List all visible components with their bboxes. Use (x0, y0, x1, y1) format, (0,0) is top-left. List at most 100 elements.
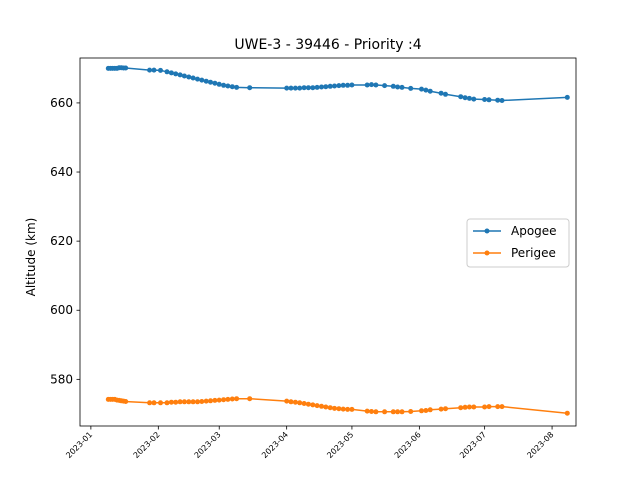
data-point-apogee (336, 83, 342, 89)
data-point-apogee (147, 67, 153, 73)
data-point-apogee (419, 86, 424, 92)
data-point-perigee (349, 406, 355, 412)
data-point-perigee (168, 399, 174, 405)
data-point-perigee (382, 409, 388, 415)
data-point-perigee (173, 399, 179, 405)
data-point-perigee (158, 400, 163, 406)
data-point-perigee (423, 408, 429, 413)
y-tick-label: 660 (50, 96, 73, 110)
data-point-apogee (373, 82, 379, 88)
data-point-apogee (123, 65, 129, 71)
y-tick-label: 640 (50, 165, 73, 179)
data-point-apogee (292, 85, 298, 91)
data-point-apogee (186, 74, 192, 80)
data-point-perigee (399, 409, 405, 415)
data-point-perigee (345, 406, 351, 412)
data-point-perigee (327, 405, 333, 411)
data-point-apogee (310, 85, 316, 91)
data-point-apogee (499, 98, 505, 103)
data-point-apogee (495, 97, 501, 103)
data-point-apogee (173, 71, 179, 77)
chart-title: UWE-3 - 39446 - Priority :4 (234, 37, 421, 53)
data-point-apogee (408, 85, 414, 91)
legend: Apogee Perigee (466, 218, 570, 268)
data-point-perigee (336, 406, 342, 412)
x-tick-label: 2023-01 (64, 430, 94, 460)
data-point-perigee (247, 396, 253, 402)
data-point-apogee (190, 75, 196, 81)
data-point-perigee (288, 399, 294, 405)
data-point-apogee (195, 76, 200, 82)
data-point-perigee (495, 404, 501, 410)
data-point-perigee (419, 408, 424, 414)
data-point-perigee (234, 396, 240, 402)
data-point-perigee (212, 397, 218, 403)
data-point-apogee (443, 91, 448, 97)
data-point-apogee (288, 85, 294, 91)
data-point-perigee (216, 397, 222, 403)
data-point-perigee (340, 406, 346, 412)
data-point-perigee (229, 396, 235, 402)
data-point-perigee (408, 409, 414, 414)
data-point-perigee (369, 409, 374, 414)
data-point-apogee (332, 83, 337, 89)
data-point-apogee (216, 81, 222, 87)
legend-perigee-label: Perigee (511, 246, 556, 260)
data-point-perigee (221, 397, 227, 403)
data-point-perigee (147, 400, 153, 406)
data-point-apogee (399, 84, 405, 90)
data-point-apogee (284, 85, 290, 91)
x-tick-label: 2023-02 (132, 430, 162, 460)
data-point-perigee (305, 401, 311, 407)
data-point-apogee (297, 85, 303, 91)
data-point-perigee (373, 409, 379, 415)
series-layer (105, 65, 570, 416)
data-point-apogee (319, 84, 324, 90)
legend-apogee-marker (484, 228, 490, 234)
data-point-apogee (203, 78, 209, 84)
data-point-perigee (225, 396, 231, 402)
data-point-apogee (168, 70, 174, 76)
data-point-perigee (390, 409, 396, 415)
data-point-apogee (458, 94, 464, 100)
data-point-perigee (203, 398, 209, 404)
data-point-perigee (301, 401, 307, 406)
data-point-perigee (284, 398, 290, 404)
data-point-apogee (564, 94, 570, 100)
y-axis-label: Altitude (km) (24, 218, 38, 297)
data-point-perigee (427, 407, 433, 413)
data-point-apogee (466, 95, 472, 101)
x-tick-label: 2023-04 (260, 430, 290, 460)
data-point-perigee (164, 400, 170, 406)
data-point-perigee (395, 409, 401, 415)
x-tick-label: 2023-08 (525, 430, 555, 460)
data-point-perigee (462, 404, 468, 410)
data-point-perigee (458, 405, 464, 411)
data-point-perigee (297, 400, 303, 406)
data-point-perigee (482, 404, 488, 410)
data-point-perigee (195, 399, 200, 405)
data-point-perigee (319, 403, 324, 409)
data-point-perigee (364, 408, 370, 414)
data-point-perigee (438, 406, 444, 412)
data-point-apogee (349, 82, 355, 88)
data-point-perigee (323, 404, 329, 410)
data-point-perigee (181, 399, 187, 405)
data-point-apogee (301, 85, 307, 91)
data-point-apogee (234, 84, 240, 90)
data-point-apogee (427, 88, 433, 94)
data-point-apogee (340, 82, 346, 88)
data-point-apogee (164, 69, 170, 75)
data-point-apogee (225, 83, 231, 89)
data-point-apogee (327, 83, 333, 89)
data-point-apogee (486, 97, 492, 103)
data-point-apogee (462, 95, 468, 101)
data-point-perigee (466, 404, 472, 410)
data-point-apogee (471, 96, 477, 102)
data-point-perigee (564, 410, 570, 416)
data-point-perigee (471, 404, 477, 410)
data-point-perigee (486, 404, 492, 410)
data-point-apogee (382, 83, 388, 89)
data-point-perigee (443, 406, 448, 412)
